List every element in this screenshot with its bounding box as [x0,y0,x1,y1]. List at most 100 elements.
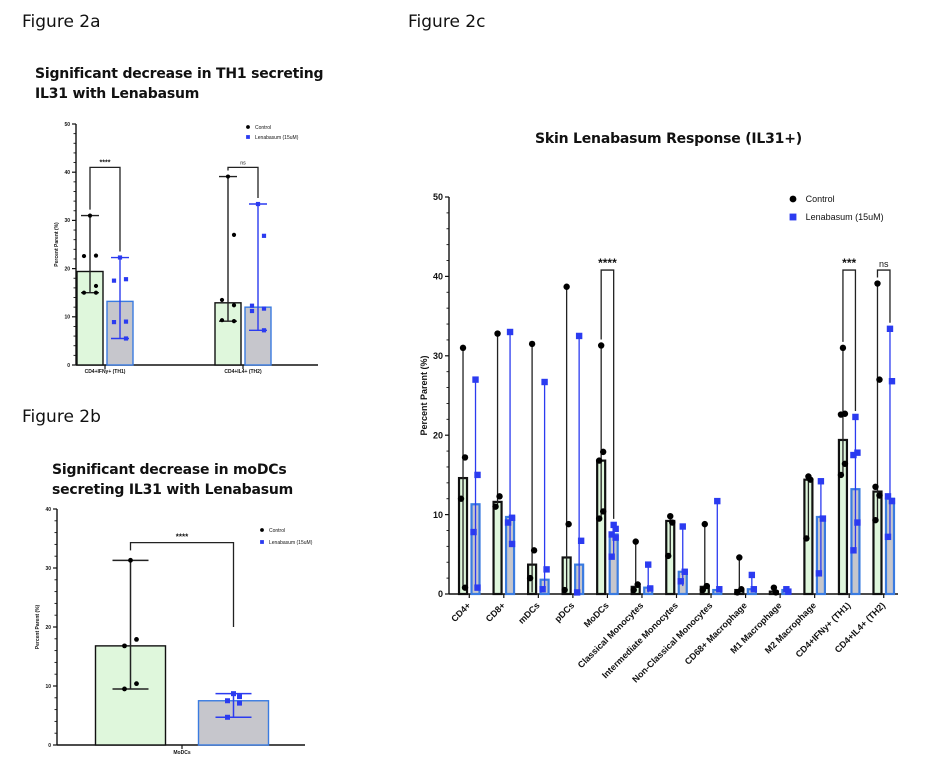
lenabasum-data-point [681,568,688,575]
control-data-point [630,586,637,594]
control-data-point [839,344,847,352]
figure-2a-title-line1: Significant decrease in TH1 secreting [35,66,324,82]
control-data-point [736,554,743,561]
significance-bracket [129,541,235,627]
legend-control-label: Control [806,194,835,204]
control-data-point [667,512,674,520]
lenabasum-data-point [608,531,615,538]
control-data-point [876,376,883,383]
y-tick-label: 20 [433,430,443,440]
lenabasum-data-point [750,586,758,593]
control-data-point [565,520,572,528]
control-data-point [93,253,99,258]
lenabasum-data-point [508,514,516,521]
lenabasum-data-point [785,588,792,595]
lenabasum-data-point [261,328,267,333]
legend-control-label: Control [269,528,285,534]
lenabasum-data-point [815,570,823,577]
y-tick-label: 10 [45,684,51,690]
lenabasum-data-point [612,525,619,533]
significance-label: **** [100,159,111,166]
control-data-point [699,586,706,594]
control-data-point [219,318,225,323]
control-data-point [561,586,568,594]
y-tick-label: 0 [438,589,443,599]
lenabasum-data-point [470,528,477,536]
control-data-point [461,454,469,461]
lenabasum-data-point [508,540,516,548]
figure-2a-title: Significant decrease in TH1 secreting IL… [35,64,324,104]
y-tick-label: 30 [64,218,70,224]
y-tick-label: 40 [64,170,70,176]
legend-control-marker [260,528,264,532]
control-data-point [595,515,603,522]
control-data-point [134,681,139,687]
lenabasum-data-point [225,714,230,720]
control-data-point [632,538,639,545]
significance-bracket [89,166,121,252]
lenabasum-data-point [854,449,861,456]
lenabasum-data-point [249,303,255,308]
y-tick-label: 0 [67,363,70,369]
lenabasum-data-point [506,328,514,336]
control-bar [492,500,503,596]
significance-label: **** [176,533,189,542]
lenabasum-data-point [237,700,242,706]
control-data-point [231,303,237,308]
lenabasum-data-point [679,523,686,530]
legend-lenabasum-label: Lenabasum (15uM) [269,540,313,546]
control-data-point [665,552,672,560]
x-category-label: Classical Monocytes [576,600,646,670]
lenabasum-data-point [255,201,261,207]
control-data-point [595,457,603,464]
significance-label: **** [598,256,617,270]
control-data-point [128,557,133,563]
lenabasum-data-point [573,589,581,596]
lenabasum-data-point [610,521,617,529]
control-data-point [87,213,93,218]
y-tick-label: 0 [48,743,51,749]
figure-2b-label: Figure 2b [22,407,101,427]
lenabasum-data-point [647,585,654,592]
control-data-point [492,503,499,510]
x-category-label: CD4+IL4+ (TH2) [224,369,262,375]
lenabasum-data-point [111,320,117,325]
lenabasum-data-point [677,578,684,585]
control-data-point [772,589,780,596]
lenabasum-data-point [474,584,481,591]
y-tick-label: 50 [433,192,443,202]
control-data-point [803,535,810,542]
y-tick-label: 30 [433,351,443,361]
x-category-label: pDCs [553,600,577,624]
x-category-label: mDCs [516,600,541,625]
significance-bracket [600,269,615,519]
y-tick-label: 10 [64,315,70,321]
lenabasum-data-point [231,691,236,697]
x-category-label: CD68+ Macrophage [683,600,749,666]
control-data-point [837,411,845,418]
y-tick-label: 20 [45,625,51,631]
lenabasum-data-point [888,378,896,385]
control-data-point [494,330,501,337]
control-data-point [599,508,607,515]
control-data-point [134,636,139,642]
control-data-point [528,340,536,348]
legend-lenabasum-marker [260,540,264,544]
legend-lenabasum-label: Lenabasum (15uM) [806,212,884,222]
control-data-point [872,483,879,491]
figure-2b-title: Significant decrease in moDCs secreting … [52,460,293,500]
control-data-point [457,495,465,502]
y-tick-label: 50 [64,122,70,128]
control-data-point [876,492,883,499]
control-data-point [122,686,127,692]
control-data-point [122,643,127,649]
legend-lenabasum-marker [246,135,250,139]
figure-2b-title-line2: secreting IL31 with Lenabasum [52,482,294,498]
lenabasum-data-point [123,277,129,282]
y-tick-label: 10 [433,510,443,520]
control-data-point [231,319,237,324]
figure-2b-title-line1: Significant decrease in moDCs [52,462,287,478]
lenabasum-data-point [117,255,123,260]
